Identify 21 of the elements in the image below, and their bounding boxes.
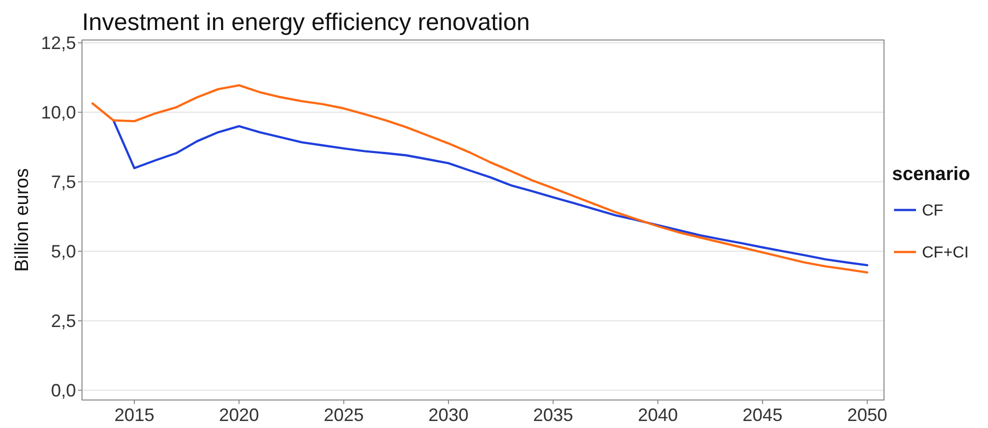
x-tick-label: 2020 — [219, 405, 260, 425]
line-series — [112, 119, 868, 266]
line-series — [91, 84, 868, 274]
legend-label: CF — [922, 202, 944, 220]
y-tick-label: 12,5 — [40, 33, 76, 54]
y-tick-label: 2,5 — [50, 311, 76, 332]
y-axis-title: Billion euros — [12, 168, 33, 272]
x-tick-label: 2050 — [847, 405, 888, 425]
x-tick-label: 2030 — [428, 405, 468, 425]
x-tick-label: 2035 — [533, 405, 574, 425]
x-tick-label: 2025 — [324, 405, 364, 425]
x-tick-label: 2015 — [114, 405, 154, 425]
legend-label: CF+CI — [922, 244, 969, 262]
x-tick-label: 2045 — [742, 405, 783, 425]
y-tick-label: 10,0 — [40, 102, 76, 123]
x-tick-label: 2040 — [638, 405, 678, 425]
y-tick-label: 0,0 — [50, 380, 76, 401]
y-tick-label: 7,5 — [50, 172, 76, 192]
legend-title: scenario — [892, 164, 970, 185]
y-tick-label: 5,0 — [50, 242, 76, 262]
chart-title: Investment in energy efficiency renovation — [82, 9, 530, 36]
